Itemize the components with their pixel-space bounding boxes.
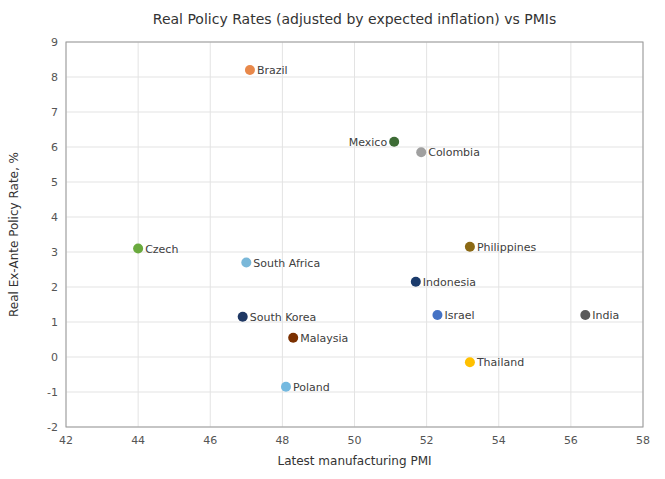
- y-tick-label: -2: [47, 421, 58, 434]
- point-label: Mexico: [349, 136, 388, 149]
- point-label: India: [592, 309, 619, 322]
- y-tick-label: 2: [51, 281, 58, 294]
- point: [416, 147, 426, 157]
- point: [245, 65, 255, 75]
- y-grid-line: [66, 287, 643, 288]
- y-tick-label: 9: [51, 36, 58, 49]
- x-tick-label: 58: [636, 434, 650, 447]
- grid: [66, 42, 643, 427]
- point-label: South Korea: [250, 311, 317, 324]
- x-tick-label: 44: [131, 434, 145, 447]
- point-label: Thailand: [476, 356, 524, 369]
- y-tick-label: 0: [51, 351, 58, 364]
- plot-frame: [66, 42, 643, 427]
- point-label: Czech: [145, 243, 178, 256]
- x-grid-line: [138, 42, 139, 427]
- y-grid-line: [66, 182, 643, 183]
- y-axis-label: Real Ex-Ante Policy Rate, %: [7, 152, 21, 317]
- point: [465, 357, 475, 367]
- points: [133, 65, 590, 392]
- title: Real Policy Rates (adjusted by expected …: [153, 11, 556, 27]
- point-label: Colombia: [428, 146, 480, 159]
- point-label: South Africa: [253, 257, 320, 270]
- x-axis-label: Latest manufacturing PMI: [277, 454, 431, 468]
- x-tick-label: 50: [348, 434, 362, 447]
- point: [580, 310, 590, 320]
- point-label: Israel: [444, 309, 474, 322]
- x-tick-label: 52: [420, 434, 434, 447]
- x-tick-label: 46: [203, 434, 217, 447]
- y-tick-label: 5: [51, 176, 58, 189]
- point-label: Malaysia: [300, 332, 348, 345]
- x-grid-line: [282, 42, 283, 427]
- point-label: Brazil: [257, 64, 288, 77]
- point-label: Philippines: [477, 241, 537, 254]
- point: [238, 312, 248, 322]
- y-grid-line: [66, 77, 643, 78]
- y-grid-line: [66, 322, 643, 323]
- y-tick-label: 7: [51, 106, 58, 119]
- y-grid-line: [66, 392, 643, 393]
- point: [241, 258, 251, 268]
- x-tick-label: 54: [492, 434, 506, 447]
- point-label: Poland: [293, 381, 330, 394]
- y-tick-label: 1: [51, 316, 58, 329]
- y-tick-label: 8: [51, 71, 58, 84]
- point: [432, 310, 442, 320]
- point: [288, 333, 298, 343]
- x-grid-line: [354, 42, 355, 427]
- x-grid-line: [498, 42, 499, 427]
- y-tick-label: 4: [51, 211, 58, 224]
- x-grid-line: [570, 42, 571, 427]
- x-tick-label: 48: [275, 434, 289, 447]
- point: [133, 244, 143, 254]
- x-tick-label: 56: [564, 434, 578, 447]
- point: [281, 382, 291, 392]
- point-labels: Brazil Mexico Colombia Czech Philippines Sout…: [145, 64, 619, 394]
- y-grid-line: [66, 217, 643, 218]
- y-grid-line: [66, 112, 643, 113]
- point: [465, 242, 475, 252]
- y-tick-label: -1: [47, 386, 58, 399]
- x-tick-label: 42: [59, 434, 73, 447]
- point: [389, 137, 399, 147]
- point: [411, 277, 421, 287]
- x-grid-line: [426, 42, 427, 427]
- y-tick-label: 3: [51, 246, 58, 259]
- x-grid-line: [210, 42, 211, 427]
- chart: 424446485052545658-2-10123456789Real Pol…: [0, 0, 665, 479]
- y-grid-line: [66, 357, 643, 358]
- y-tick-label: 6: [51, 141, 58, 154]
- point-label: Indonesia: [423, 276, 476, 289]
